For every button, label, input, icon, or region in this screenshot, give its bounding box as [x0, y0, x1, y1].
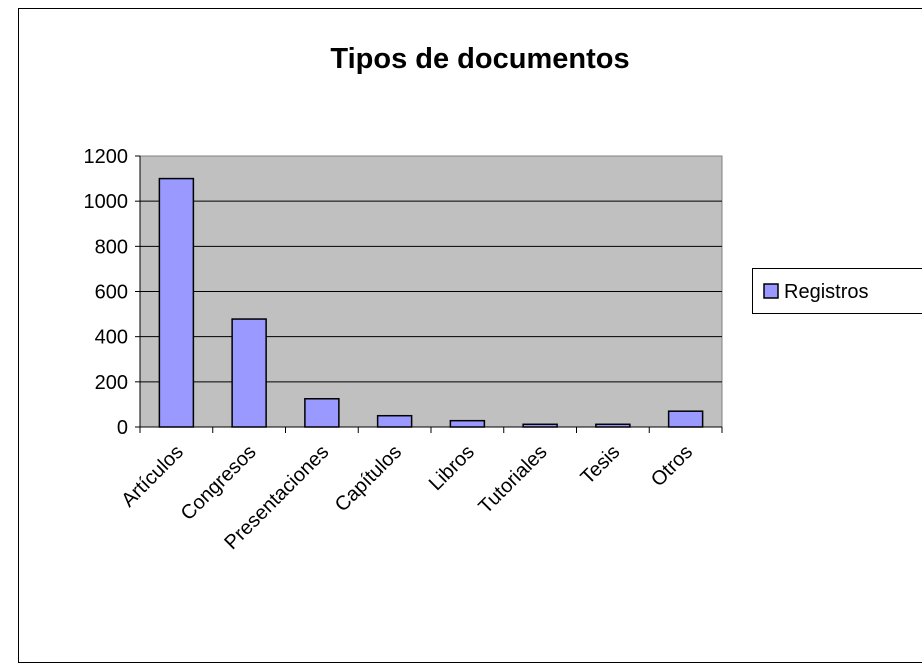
y-tick-label: 200: [95, 372, 128, 394]
y-tick-label: 800: [95, 236, 128, 258]
bar: [450, 421, 484, 427]
bar: [232, 319, 266, 427]
bar: [523, 424, 557, 427]
y-tick-label: 400: [95, 327, 128, 349]
y-tick-label: 1200: [84, 146, 129, 168]
bar: [669, 411, 703, 427]
bar: [305, 399, 339, 427]
bar: [378, 416, 412, 427]
y-tick-label: 1000: [84, 191, 129, 213]
y-tick-label: 600: [95, 282, 128, 304]
chart-title: Tipos de documentos: [330, 43, 629, 75]
legend-label: Registros: [784, 281, 868, 303]
y-tick-label: 0: [117, 417, 128, 439]
bar: [596, 424, 630, 427]
legend-swatch: [764, 284, 778, 298]
bar: [159, 179, 193, 427]
